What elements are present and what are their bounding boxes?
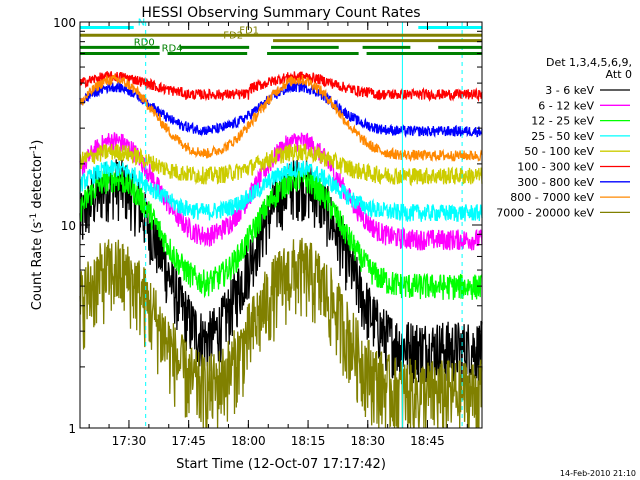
legend-label: 800 - 7000 keV	[510, 191, 594, 204]
y-label-main: Count Rate (s	[30, 222, 45, 311]
flag-label: RD4	[162, 43, 183, 54]
legend-label: 50 - 100 keV	[524, 145, 594, 158]
flag-label: RD0	[134, 37, 155, 48]
legend-label: 100 - 300 keV	[517, 161, 594, 174]
legend-label: 300 - 800 keV	[517, 176, 594, 189]
flag-label: FD2	[223, 31, 243, 42]
series-line	[79, 73, 483, 163]
legend-title-1: Det 1,3,4,5,6,9,	[546, 56, 632, 69]
x-axis-label: Start Time (12-Oct-07 17:17:42)	[176, 457, 386, 472]
x-tick-label: 18:15	[291, 434, 326, 448]
axis-ticks: 17:30 17:45 18:00 18:15 18:30 18:45 1 10 100	[53, 16, 482, 448]
legend-label: 3 - 6 keV	[545, 84, 594, 97]
legend-label: 25 - 50 keV	[531, 130, 594, 143]
x-tick-label: 18:45	[410, 434, 445, 448]
legend-title-2: Att 0	[606, 68, 632, 81]
series-line	[79, 159, 483, 386]
legend-label: 12 - 25 keV	[531, 115, 594, 128]
y-axis-label: Count Rate (s-1 detector-1)	[29, 140, 45, 311]
series-line	[79, 237, 483, 429]
series-line	[79, 143, 483, 187]
legend-label: 6 - 12 keV	[538, 99, 594, 112]
x-tick-label: 18:00	[231, 434, 266, 448]
x-tick-label: 17:30	[112, 434, 147, 448]
series-line	[79, 132, 483, 251]
y-label-mid: detector	[30, 153, 45, 213]
y-tick-label: 10	[61, 219, 76, 233]
footer-date: 14-Feb-2010 21:10	[560, 469, 636, 478]
y-label-sup1: -1	[29, 213, 39, 222]
y-tick-label: 100	[53, 16, 76, 30]
y-tick-label: 1	[68, 422, 76, 436]
series-line	[79, 70, 483, 103]
y-label-sup2: -1	[29, 145, 39, 154]
chart-title: HESSI Observing Summary Count Rates	[141, 5, 420, 21]
legend-label: 7000 - 20000 keV	[496, 206, 594, 219]
series-layer	[79, 70, 483, 429]
flag-label: N	[138, 17, 145, 28]
legend: 3 - 6 keV 6 - 12 keV 12 - 25 keV 25 - 50 ke…	[496, 84, 630, 219]
x-tick-label: 18:30	[350, 434, 385, 448]
flag-label: FD1	[239, 25, 259, 36]
y-label-end: )	[30, 140, 45, 145]
x-tick-label: 17:45	[171, 434, 206, 448]
series-line	[79, 159, 483, 223]
